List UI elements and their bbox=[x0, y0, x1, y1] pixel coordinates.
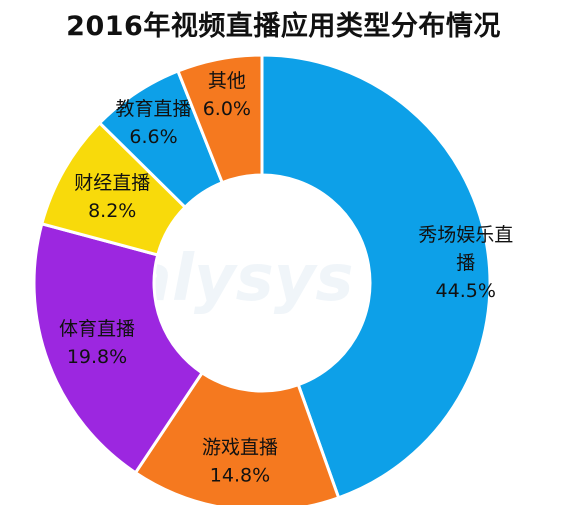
slice-value-label: 6.6% bbox=[129, 126, 177, 148]
slice-value-label: 19.8% bbox=[67, 346, 127, 368]
slice-value-label: 6.0% bbox=[203, 98, 251, 120]
slice-name-label: 教育直播 bbox=[116, 98, 192, 120]
slice-value-label: 14.8% bbox=[210, 465, 270, 487]
slice-2 bbox=[32, 221, 205, 475]
slice-label-5: 其他 6.0% bbox=[203, 70, 251, 120]
slice-name-label: 其他 bbox=[208, 70, 246, 92]
slice-label-1: 游戏直播 14.8% bbox=[202, 437, 278, 487]
slice-name-label: 体育直播 bbox=[59, 318, 135, 340]
slice-1 bbox=[133, 370, 341, 505]
slice-5 bbox=[176, 53, 264, 185]
slice-name-label: 游戏直播 bbox=[202, 437, 278, 459]
slice-name-label: 财经直播 bbox=[74, 172, 150, 194]
slice-0 bbox=[260, 53, 492, 500]
slice-name-label: 播 bbox=[456, 252, 475, 274]
slice-value-label: 44.5% bbox=[436, 280, 496, 302]
slice-label-2: 体育直播 19.8% bbox=[59, 318, 135, 368]
slice-label-3: 财经直播 8.2% bbox=[74, 172, 150, 222]
slice-value-label: 8.2% bbox=[88, 200, 136, 222]
slice-label-4: 教育直播 6.6% bbox=[116, 98, 192, 148]
chart-title: 2016年视频直播应用类型分布情况 bbox=[66, 11, 501, 42]
slice-name-label: 秀场娱乐直 bbox=[418, 224, 513, 246]
